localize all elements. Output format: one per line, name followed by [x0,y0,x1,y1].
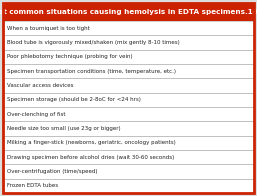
Text: Frozen EDTA tubes: Frozen EDTA tubes [7,183,58,188]
Bar [3,107,254,121]
Bar [3,93,254,107]
Text: Blood tube is vigorously mixed/shaken (mix gently 8-10 times): Blood tube is vigorously mixed/shaken (m… [7,40,180,45]
Text: Poor phlebotomy technique (probing for vein): Poor phlebotomy technique (probing for v… [7,54,133,59]
Text: Needle size too small (use 23g or bigger): Needle size too small (use 23g or bigger… [7,126,121,131]
Bar [3,179,254,193]
Bar [3,136,254,150]
Bar [3,3,254,21]
Bar [3,35,254,50]
Bar [3,150,254,164]
Text: Specimen transportation conditions (time, temperature, etc.): Specimen transportation conditions (time… [7,69,176,74]
Text: Over-clenching of fist: Over-clenching of fist [7,112,66,117]
Text: When a tourniquet is too tight: When a tourniquet is too tight [7,26,90,31]
Bar [3,50,254,64]
Text: Vascular access devices: Vascular access devices [7,83,74,88]
Text: Drawing specimen before alcohol dries (wait 30-60 seconds): Drawing specimen before alcohol dries (w… [7,155,174,160]
Bar [3,21,254,35]
Bar [3,121,254,136]
Text: Specimen storage (should be 2-8oC for <24 hrs): Specimen storage (should be 2-8oC for <2… [7,97,141,102]
Bar [3,164,254,179]
Text: Milking a finger-stick (newborns, geriatric, oncology patients): Milking a finger-stick (newborns, geriat… [7,140,176,145]
Text: Most common situations causing hemolysis in EDTA specimens.10,31: Most common situations causing hemolysis… [0,9,257,15]
Bar [3,78,254,93]
Text: Over-centrifugation (time/speed): Over-centrifugation (time/speed) [7,169,97,174]
Bar [3,64,254,78]
